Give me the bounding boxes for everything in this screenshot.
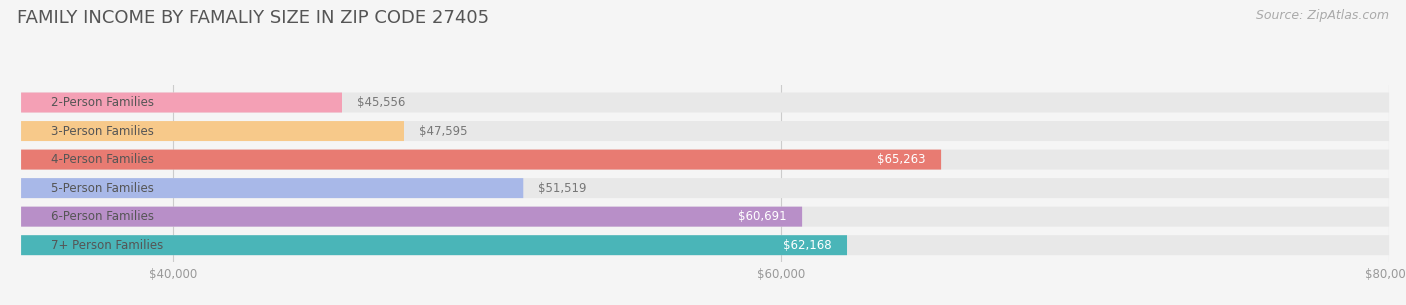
Text: Source: ZipAtlas.com: Source: ZipAtlas.com: [1256, 9, 1389, 22]
Text: $62,168: $62,168: [783, 239, 832, 252]
FancyBboxPatch shape: [21, 235, 1389, 255]
FancyBboxPatch shape: [21, 92, 1389, 113]
Text: FAMILY INCOME BY FAMALIY SIZE IN ZIP CODE 27405: FAMILY INCOME BY FAMALIY SIZE IN ZIP COD…: [17, 9, 489, 27]
Text: 5-Person Families: 5-Person Families: [52, 181, 155, 195]
FancyBboxPatch shape: [21, 235, 846, 255]
Text: $45,556: $45,556: [357, 96, 405, 109]
Text: 3-Person Families: 3-Person Families: [52, 124, 155, 138]
FancyBboxPatch shape: [21, 207, 801, 227]
FancyBboxPatch shape: [21, 149, 1389, 170]
Text: $65,263: $65,263: [877, 153, 927, 166]
Text: 4-Person Families: 4-Person Families: [52, 153, 155, 166]
FancyBboxPatch shape: [21, 121, 1389, 141]
Text: 2-Person Families: 2-Person Families: [52, 96, 155, 109]
Text: $51,519: $51,519: [538, 181, 586, 195]
FancyBboxPatch shape: [21, 207, 1389, 227]
Text: $47,595: $47,595: [419, 124, 468, 138]
Text: 7+ Person Families: 7+ Person Families: [52, 239, 163, 252]
Text: $60,691: $60,691: [738, 210, 787, 223]
FancyBboxPatch shape: [21, 92, 342, 113]
FancyBboxPatch shape: [21, 121, 404, 141]
Text: 6-Person Families: 6-Person Families: [52, 210, 155, 223]
FancyBboxPatch shape: [21, 178, 523, 198]
FancyBboxPatch shape: [21, 178, 1389, 198]
FancyBboxPatch shape: [21, 149, 941, 170]
